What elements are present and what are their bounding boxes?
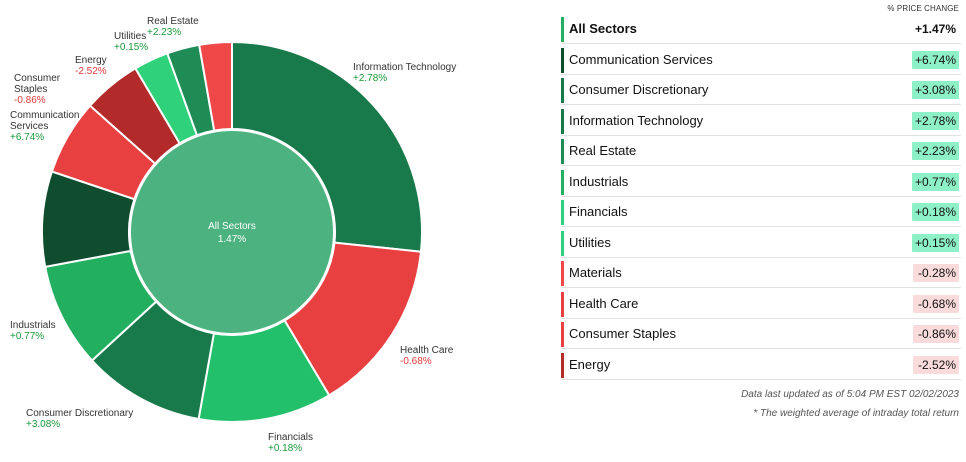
- sector-name: Energy: [569, 356, 611, 372]
- center-label: All Sectors: [208, 221, 256, 232]
- donut-label-value: +6.74%: [10, 132, 45, 143]
- donut-label-name: Industrials: [10, 320, 56, 331]
- donut-svg: All Sectors 1.47%: [41, 40, 423, 423]
- sector-name: Real Estate: [569, 143, 637, 158]
- sector-name: Financials: [569, 204, 628, 219]
- donut-label-name: Consumer Staples: [14, 73, 61, 95]
- row-color-bar: [561, 169, 564, 195]
- sector-name: Health Care: [569, 295, 639, 311]
- donut-label-value: +2.78%: [353, 73, 388, 84]
- donut-label-name: Financials: [268, 432, 314, 443]
- row-color-bar: [561, 352, 564, 378]
- donut-label-value: -0.86%: [14, 95, 46, 106]
- sector-name: Information Technology: [569, 112, 704, 128]
- total-row[interactable]: All Sectors +1.47%: [561, 14, 961, 44]
- donut-label-name: Health Care: [400, 345, 454, 356]
- sector-change: +0.15%: [911, 233, 959, 252]
- sector-name: Utilities: [569, 234, 611, 250]
- sector-change: +6.74%: [911, 50, 959, 69]
- donut-label: Consumer Staples -0.86%: [14, 73, 60, 106]
- sector-change: +1.47%: [914, 22, 956, 36]
- donut-label-name: Communication Services: [10, 110, 80, 132]
- donut-label-value: +2.23%: [147, 27, 182, 38]
- sector-name: Materials: [569, 265, 622, 280]
- table-row[interactable]: Energy -2.52%: [561, 350, 961, 380]
- sector-change: +0.18%: [911, 203, 959, 221]
- row-color-bar: [561, 139, 564, 164]
- table-row[interactable]: Industrials +0.77%: [561, 167, 961, 197]
- donut-label-value: +0.15%: [114, 42, 149, 53]
- donut-label-value: +0.18%: [268, 443, 303, 454]
- donut-label: Industrials +0.77%: [10, 320, 56, 342]
- donut-label-name: Real Estate: [147, 16, 199, 27]
- center-value: 1.47%: [218, 234, 246, 245]
- sector-name: Communication Services: [569, 51, 713, 67]
- donut-label-value: +0.77%: [10, 331, 45, 342]
- row-color-bar: [561, 291, 564, 317]
- donut-label: Financials +0.18%: [268, 432, 313, 454]
- row-color-bar: [561, 78, 564, 103]
- donut-label: Communication Services +6.74%: [10, 110, 79, 143]
- sector-change: -2.52%: [913, 355, 959, 374]
- donut-label: Consumer Discretionary +3.08%: [26, 408, 133, 430]
- weighted-note: * The weighted average of intraday total…: [753, 408, 959, 419]
- table-row[interactable]: Information Technology +2.78%: [561, 106, 961, 136]
- row-color-bar: [561, 230, 564, 256]
- sector-change: -0.68%: [913, 294, 959, 313]
- donut-label: Utilities +0.15%: [114, 31, 148, 53]
- donut-label-name: Information Technology: [353, 62, 457, 73]
- row-color-bar: [561, 47, 564, 73]
- row-color-bar: [561, 261, 564, 286]
- table-row[interactable]: Consumer Discretionary +3.08%: [561, 75, 961, 105]
- donut-label-name: Energy: [75, 55, 107, 66]
- table-row[interactable]: Utilities +0.15%: [561, 228, 961, 258]
- sector-change: -0.86%: [913, 325, 959, 343]
- sector-name: Industrials: [569, 173, 629, 189]
- donut-label: Energy -2.52%: [75, 55, 107, 77]
- table-row[interactable]: Health Care -0.68%: [561, 289, 961, 319]
- updated-note: Data last updated as of 5:04 PM EST 02/0…: [741, 389, 959, 400]
- slice-materials[interactable]: [198, 40, 233, 132]
- sector-name: Consumer Discretionary: [569, 82, 709, 97]
- donut-label-name: Utilities: [114, 31, 147, 42]
- sector-name: All Sectors: [569, 21, 637, 36]
- table-row[interactable]: Materials -0.28%: [561, 258, 961, 288]
- donut-label-value: +3.08%: [26, 419, 61, 430]
- donut-label: Information Technology +2.78%: [353, 62, 456, 84]
- row-color-bar: [561, 200, 564, 225]
- donut-label: Health Care -0.68%: [400, 345, 453, 367]
- row-color-bar: [561, 17, 564, 42]
- donut-center: [131, 131, 333, 333]
- donut-label: Real Estate +2.23%: [147, 16, 199, 38]
- sector-change: +0.77%: [911, 172, 959, 191]
- sector-change: +2.78%: [911, 111, 959, 130]
- donut-label-value: -2.52%: [75, 66, 107, 77]
- row-color-bar: [561, 108, 564, 134]
- sector-change: +3.08%: [911, 81, 959, 99]
- sector-name: Consumer Staples: [569, 326, 676, 341]
- price-change-header: % PRICE CHANGE: [887, 4, 959, 13]
- table-row[interactable]: Real Estate +2.23%: [561, 136, 961, 166]
- donut-label-name: Consumer Discretionary: [26, 408, 134, 419]
- sector-donut-chart: All Sectors 1.47% Information Technology +…: [10, 16, 456, 454]
- table-row[interactable]: Consumer Staples -0.86%: [561, 319, 961, 349]
- sector-table: % PRICE CHANGE All Sectors +1.47% Communic…: [561, 0, 961, 462]
- table-row[interactable]: Financials +0.18%: [561, 197, 961, 227]
- sector-change: +2.23%: [911, 142, 959, 160]
- row-color-bar: [561, 322, 564, 347]
- table-row[interactable]: Communication Services +6.74%: [561, 45, 961, 75]
- slice-information-technology[interactable]: [231, 40, 423, 253]
- sector-change: -0.28%: [913, 264, 959, 282]
- donut-label-value: -0.68%: [400, 356, 432, 367]
